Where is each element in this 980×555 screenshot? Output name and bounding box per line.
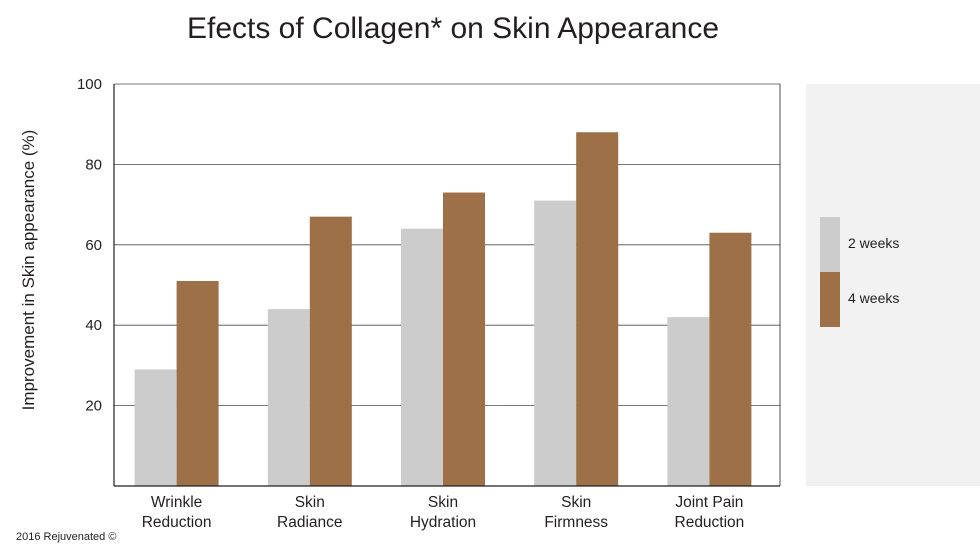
bar-4-weeks-3 [576, 132, 619, 487]
bar-4-weeks-4 [709, 232, 752, 486]
x-category-label: Hydration [410, 514, 476, 531]
x-category-label: Reduction [675, 514, 745, 531]
bar-2-weeks-1 [267, 309, 310, 486]
bar-4-weeks-0 [176, 280, 219, 486]
x-category-label: Skin [428, 494, 458, 511]
copyright-credit: 2016 Rejuvenated © [16, 531, 116, 543]
x-category-label: Joint Pain [675, 494, 743, 511]
x-category-label: Reduction [142, 514, 212, 531]
y-tick-label: 20 [85, 398, 102, 415]
bar-2-weeks-2 [401, 228, 443, 486]
bar-4-weeks-1 [309, 216, 352, 486]
x-category-label: Radiance [277, 514, 343, 531]
y-tick-label: 80 [85, 156, 102, 173]
legend: 2 weeks 4 weeks [806, 84, 980, 486]
legend-label: 4 weeks [848, 290, 899, 306]
legend-swatch-2-weeks [820, 217, 840, 272]
bar-4-weeks-2 [443, 192, 485, 487]
chart-title: Efects of Collagen* on Skin Appearance [187, 12, 719, 45]
y-tick-label: 40 [85, 317, 102, 334]
x-category-label: Skin [561, 494, 591, 511]
y-axis-title: Improvement in Skin appearance (%) [19, 130, 38, 411]
x-category-labels: Wrinkle Reduction Skin Radiance Skin Hydratio… [142, 494, 745, 531]
bar-2-weeks-4 [667, 317, 710, 486]
bar-2-weeks-0 [134, 369, 177, 486]
legend-swatch-4-weeks [820, 272, 840, 327]
x-category-label: Firmness [544, 514, 608, 531]
x-category-label: Wrinkle [151, 494, 202, 511]
bar-2-weeks-3 [534, 200, 577, 486]
y-tick-labels: 20 40 60 80 100 [77, 76, 102, 415]
legend-label: 2 weeks [848, 235, 899, 251]
y-tick-label: 60 [85, 237, 102, 254]
bars [134, 132, 752, 487]
y-tick-label: 100 [77, 76, 102, 93]
axes [113, 84, 781, 487]
x-category-label: Skin [295, 494, 325, 511]
